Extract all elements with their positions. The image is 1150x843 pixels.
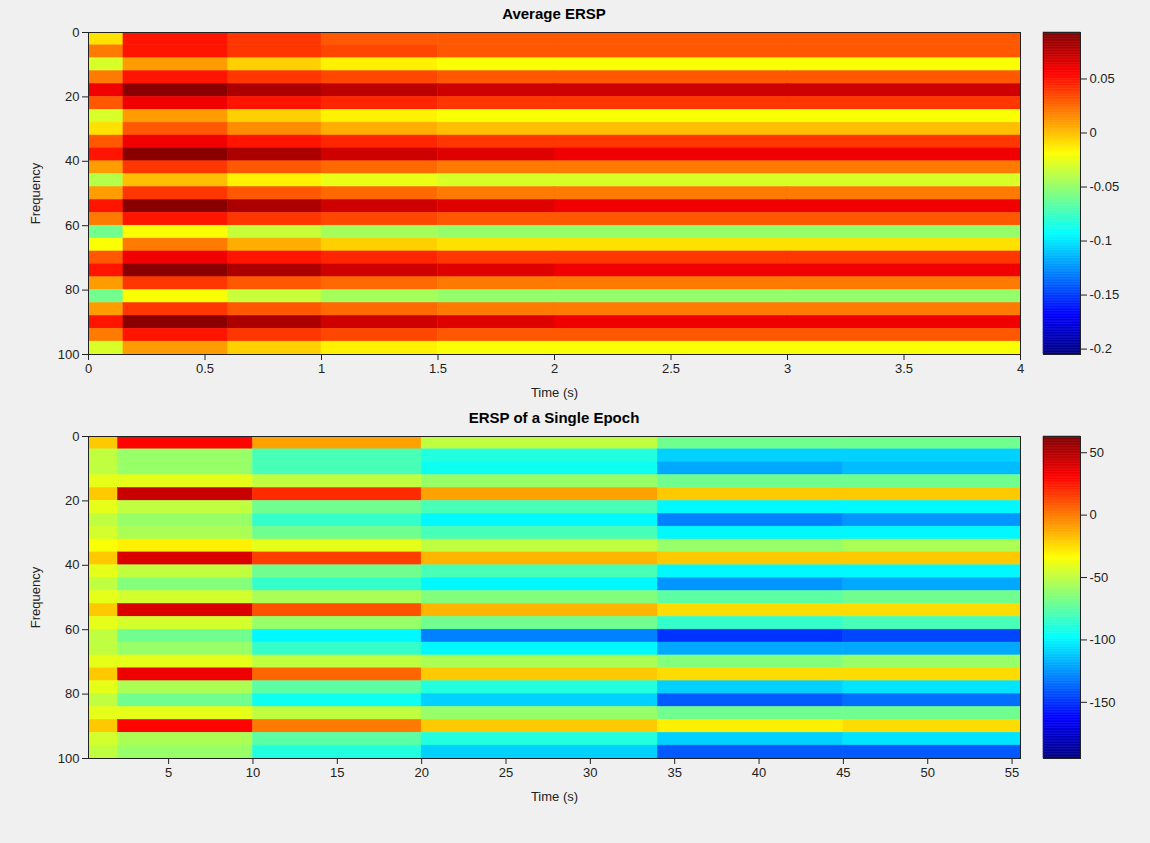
svg-text:0: 0 <box>72 429 79 444</box>
svg-text:25: 25 <box>499 765 513 780</box>
svg-text:-0.05: -0.05 <box>1090 179 1120 194</box>
svg-text:-0.1: -0.1 <box>1090 233 1112 248</box>
html-text:Average ERSP: Average ERSP <box>502 5 606 22</box>
svg-text:60: 60 <box>65 218 79 233</box>
svg-text:0.05: 0.05 <box>1090 71 1115 86</box>
svg-text:-150: -150 <box>1090 694 1116 709</box>
svg-text:40: 40 <box>65 557 79 572</box>
svg-text:50: 50 <box>1090 445 1104 460</box>
svg-text:1: 1 <box>318 361 325 376</box>
svg-text:Frequency: Frequency <box>28 566 43 628</box>
svg-text:-50: -50 <box>1090 570 1109 585</box>
svg-text:3: 3 <box>784 361 791 376</box>
svg-text:Time (s): Time (s) <box>531 385 578 400</box>
svg-text:-0.2: -0.2 <box>1090 341 1112 356</box>
svg-text:4: 4 <box>1017 361 1024 376</box>
svg-text:Frequency: Frequency <box>28 162 43 224</box>
svg-text:40: 40 <box>752 765 766 780</box>
svg-text:20: 20 <box>65 493 79 508</box>
svg-text:100: 100 <box>58 751 80 766</box>
svg-text:Time (s): Time (s) <box>531 789 578 804</box>
svg-text:0.5: 0.5 <box>196 361 214 376</box>
svg-text:0: 0 <box>1090 125 1097 140</box>
svg-text:-0.15: -0.15 <box>1090 287 1120 302</box>
svg-text:2: 2 <box>551 361 558 376</box>
svg-text:80: 80 <box>65 282 79 297</box>
svg-text:50: 50 <box>920 765 934 780</box>
svg-text:5: 5 <box>165 765 172 780</box>
svg-text:80: 80 <box>65 686 79 701</box>
svg-text:10: 10 <box>246 765 260 780</box>
svg-text:30: 30 <box>583 765 597 780</box>
svg-text:3.5: 3.5 <box>895 361 913 376</box>
svg-text:0: 0 <box>85 361 92 376</box>
svg-text:35: 35 <box>667 765 681 780</box>
svg-text:45: 45 <box>836 765 850 780</box>
svg-text:55: 55 <box>1005 765 1019 780</box>
svg-text:60: 60 <box>65 622 79 637</box>
svg-text:-100: -100 <box>1090 632 1116 647</box>
svg-text:100: 100 <box>58 347 80 362</box>
svg-text:20: 20 <box>65 89 79 104</box>
svg-text:1.5: 1.5 <box>429 361 447 376</box>
svg-text:0: 0 <box>72 25 79 40</box>
svg-text:2.5: 2.5 <box>662 361 680 376</box>
html-text:ERSP of a Single Epoch: ERSP of a Single Epoch <box>468 409 640 426</box>
svg-text:40: 40 <box>65 153 79 168</box>
svg-text:15: 15 <box>330 765 344 780</box>
svg-text:20: 20 <box>414 765 428 780</box>
svg-text:0: 0 <box>1090 507 1097 522</box>
